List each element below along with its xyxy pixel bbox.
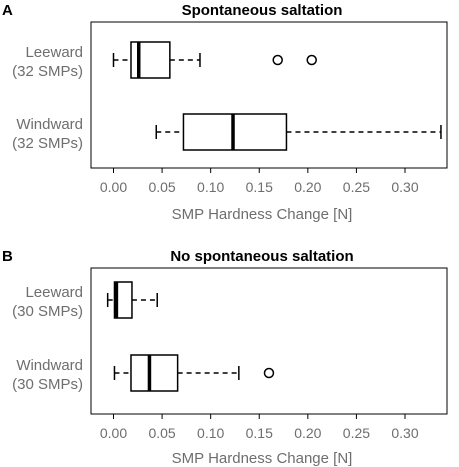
x-tick-label: 0.15 xyxy=(246,179,273,195)
x-ticks: 0.00 0.05 0.10 0.15 0.20 0.25 0.30 xyxy=(100,168,419,195)
x-axis-label: SMP Hardness Change [N] xyxy=(172,450,353,467)
category-sublabel: (32 SMPs) xyxy=(12,135,83,152)
x-tick-label: 0.30 xyxy=(391,425,418,441)
iqr-box xyxy=(182,113,288,151)
panel-letter: B xyxy=(2,248,13,265)
x-tick-label: 0.25 xyxy=(343,179,370,195)
x-tick-label: 0.05 xyxy=(148,425,175,441)
x-ticks: 0.00 0.05 0.10 0.15 0.20 0.25 0.30 xyxy=(100,414,419,441)
plot-frame xyxy=(90,267,448,415)
box-marks xyxy=(112,41,442,151)
x-tick-label: 0.00 xyxy=(100,425,127,441)
panel-title: Spontaneous saltation xyxy=(182,2,343,19)
iqr-box xyxy=(130,354,179,392)
category-sublabel: (30 SMPs) xyxy=(12,303,83,320)
category-label: Leeward xyxy=(25,284,83,301)
outlier-point xyxy=(272,54,283,66)
outlier-point xyxy=(263,367,275,379)
x-tick-label: 0.20 xyxy=(294,179,321,195)
panel-title: No spontaneous saltation xyxy=(170,248,353,265)
category-labels: Leeward (32 SMPs) Windward (32 SMPs) xyxy=(12,44,83,152)
x-tick-label: 0.10 xyxy=(197,179,224,195)
x-tick-label: 0.15 xyxy=(246,425,273,441)
category-label: Leeward xyxy=(25,44,83,61)
iqr-box xyxy=(113,281,133,319)
x-tick-label: 0.20 xyxy=(294,425,321,441)
x-tick-label: 0.05 xyxy=(148,179,175,195)
category-label: Windward xyxy=(16,116,83,133)
panel-b: B No spontaneous saltation Leeward (30 SM… xyxy=(2,248,448,467)
outlier-point xyxy=(306,54,317,66)
box-marks xyxy=(106,281,275,392)
category-sublabel: (32 SMPs) xyxy=(12,63,83,80)
category-sublabel: (30 SMPs) xyxy=(12,376,83,393)
panel-a: A Spontaneous saltation Leeward (32 SMPs)… xyxy=(2,2,448,223)
x-tick-label: 0.10 xyxy=(197,425,224,441)
panel-letter: A xyxy=(2,2,13,19)
x-tick-label: 0.30 xyxy=(391,179,418,195)
x-axis-label: SMP Hardness Change [N] xyxy=(172,206,353,223)
iqr-box xyxy=(130,41,171,79)
x-tick-label: 0.25 xyxy=(343,425,370,441)
plot-frame xyxy=(90,21,448,169)
category-labels: Leeward (30 SMPs) Windward (30 SMPs) xyxy=(12,284,83,393)
category-label: Windward xyxy=(16,357,83,374)
x-tick-label: 0.00 xyxy=(100,179,127,195)
